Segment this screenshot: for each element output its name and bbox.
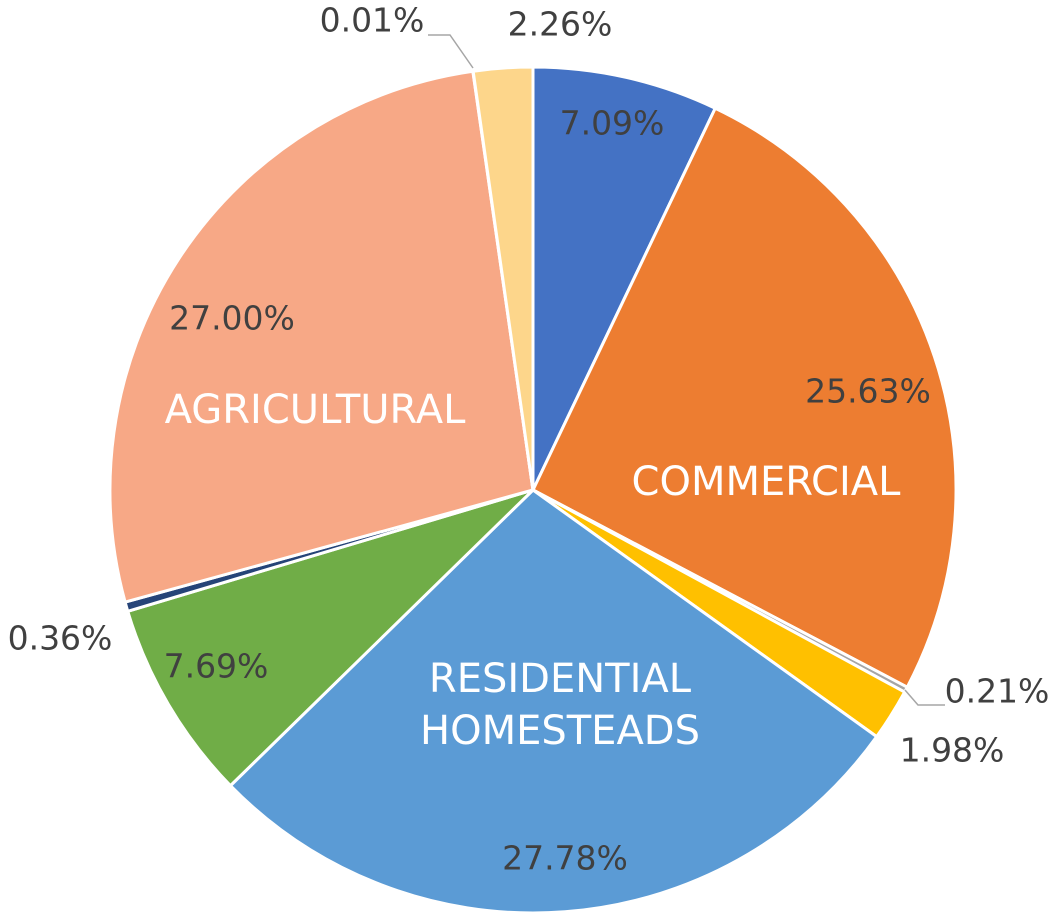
data-label: 27.00% [169,299,295,338]
data-label: 2.26% [508,5,613,44]
pie-slice [126,488,535,788]
category-label: COMMERCIAL [631,459,901,505]
category-label: AGRICULTURAL [164,387,466,433]
data-label: 1.98% [900,731,1005,770]
data-label: 0.36% [8,619,113,658]
category-label: RESIDENTIAL HOMESTEADS [420,656,700,754]
data-label: 7.09% [560,104,665,143]
pie-slice [108,69,535,604]
pie-slice [531,65,717,492]
data-label: 0.21% [945,672,1050,711]
pie-slice [228,488,879,914]
pie-slice [531,106,958,689]
pie-slice [471,65,535,492]
leader-line [428,34,474,69]
data-label: 7.69% [164,647,269,686]
data-label: 27.78% [502,839,628,878]
data-label: 25.63% [805,372,931,411]
data-label: 0.01% [320,1,425,40]
leader-line [904,689,945,706]
